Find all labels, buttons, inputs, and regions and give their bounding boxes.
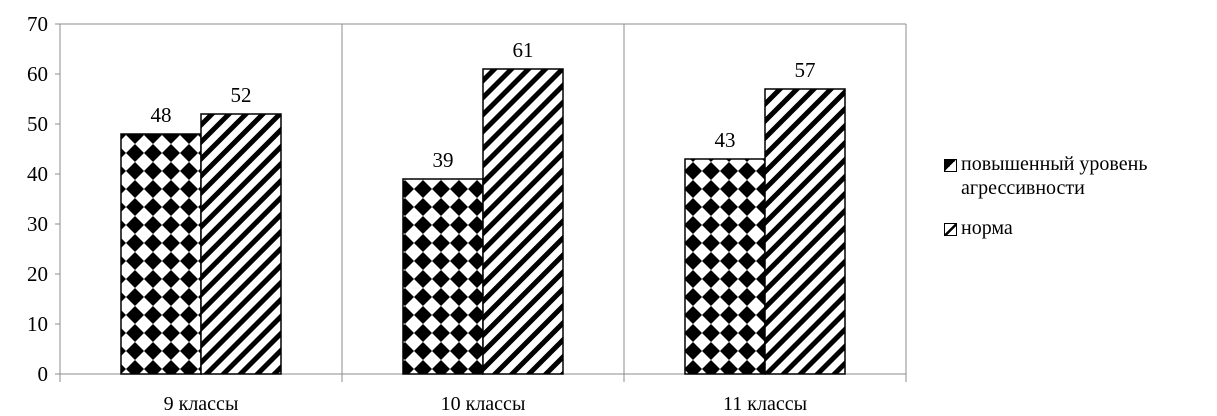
data-label: 61 [513,38,534,62]
data-label: 39 [433,148,454,172]
legend-swatch-diamond [944,159,957,172]
bar [402,178,484,375]
legend-swatch-diagonal [944,223,957,236]
x-tick-label: 11 классы [723,393,807,415]
bar [764,88,846,375]
x-tick-label: 9 классы [164,393,239,415]
data-label: 57 [795,58,816,82]
legend: повышенный уровень агрессивности норма [944,152,1214,256]
y-tick-label: 20 [27,262,48,286]
y-tick-label: 0 [38,362,49,386]
y-tick-label: 70 [27,12,48,36]
legend-label: повышенный уровень агрессивности [961,153,1148,199]
grid-lines [59,23,907,382]
y-tick-label: 40 [27,162,48,186]
bar [200,113,282,375]
y-tick-label: 50 [27,112,48,136]
legend-label: норма [961,217,1013,239]
labels: 0 10 20 30 40 50 60 70 48 52 9 классы 39 61 10 классы… [27,12,816,415]
y-tick-label: 30 [27,212,48,236]
x-tick-label: 10 классы [441,393,526,415]
y-tick-label: 10 [27,312,48,336]
data-label: 43 [715,128,736,152]
bar [120,133,202,375]
legend-item-norm: норма [944,216,1214,240]
data-label: 52 [231,83,252,107]
bar [482,68,564,375]
y-tick-label: 60 [27,62,48,86]
bar [684,158,766,375]
legend-item-elevated-aggression: повышенный уровень агрессивности [944,152,1214,200]
bars [120,68,846,375]
data-label: 48 [151,103,172,127]
